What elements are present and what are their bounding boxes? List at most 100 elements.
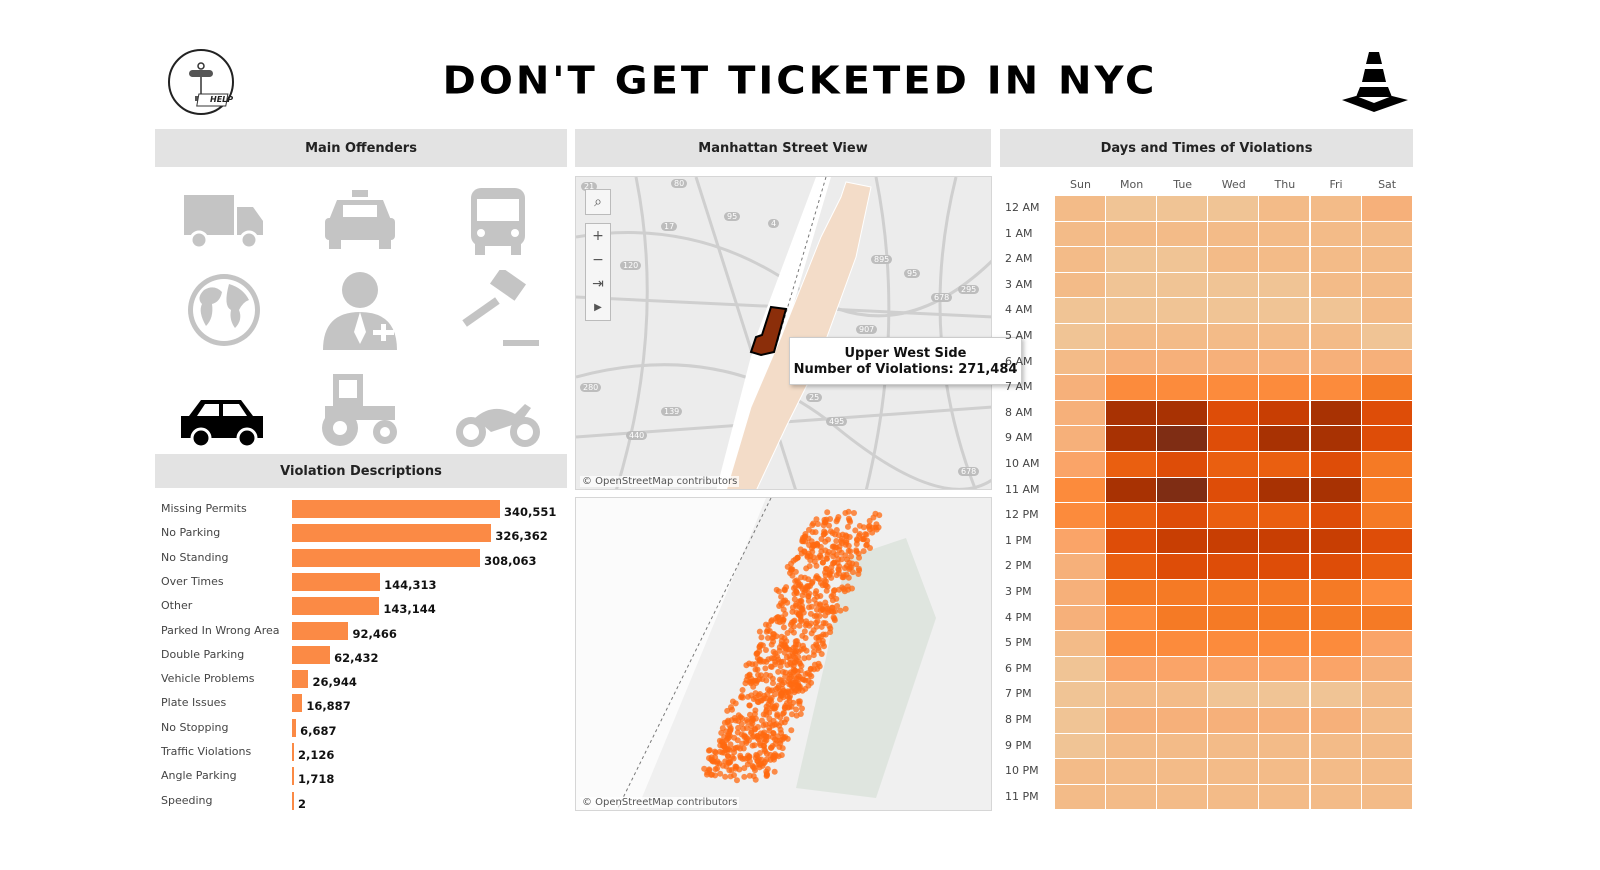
violation-point[interactable] — [768, 687, 775, 694]
violation-point[interactable] — [737, 752, 744, 759]
violation-point[interactable] — [701, 765, 708, 772]
violation-point[interactable] — [790, 666, 797, 673]
heatmap-cell[interactable] — [1259, 554, 1311, 580]
heatmap-cell[interactable] — [1259, 477, 1311, 504]
violation-point[interactable] — [815, 576, 822, 583]
heatmap-cell[interactable] — [1157, 375, 1209, 401]
heatmap-cell[interactable] — [1310, 682, 1362, 708]
pin-map-button[interactable]: ⇥ — [592, 276, 604, 292]
violation-point[interactable] — [778, 633, 785, 640]
violation-point[interactable] — [823, 516, 830, 523]
heatmap-cell[interactable] — [1106, 682, 1158, 708]
violation-point[interactable] — [851, 510, 858, 517]
heatmap-cell[interactable] — [1259, 759, 1311, 785]
violation-point[interactable] — [797, 711, 804, 718]
heatmap-cell[interactable] — [1106, 400, 1158, 427]
heatmap-cell[interactable] — [1106, 221, 1158, 248]
violation-point[interactable] — [813, 642, 820, 649]
heatmap-cell[interactable] — [1157, 605, 1209, 632]
violation-point[interactable] — [791, 590, 798, 597]
violation-point[interactable] — [802, 634, 809, 641]
car-icon[interactable] — [179, 380, 269, 460]
violation-point[interactable] — [739, 715, 746, 722]
violation-point[interactable] — [796, 622, 803, 629]
violation-point[interactable] — [822, 599, 829, 606]
violation-point[interactable] — [778, 638, 785, 645]
violation-point[interactable] — [811, 613, 818, 620]
heatmap-cell[interactable] — [1157, 759, 1209, 785]
violation-point[interactable] — [811, 648, 818, 655]
violation-point[interactable] — [768, 618, 775, 625]
violation-point[interactable] — [821, 530, 828, 537]
violation-point[interactable] — [769, 680, 776, 687]
heatmap-cell[interactable] — [1259, 503, 1311, 529]
heatmap-cell[interactable] — [1361, 324, 1413, 350]
violation-point[interactable] — [752, 661, 759, 668]
heatmap-cell[interactable] — [1310, 375, 1362, 401]
heatmap-cell[interactable] — [1106, 375, 1158, 401]
heatmap-cell[interactable] — [1208, 375, 1260, 401]
violation-point[interactable] — [867, 545, 874, 552]
violation-point[interactable] — [824, 551, 831, 558]
violation-point[interactable] — [863, 531, 870, 538]
heatmap-cell[interactable] — [1361, 400, 1413, 427]
heatmap-cell[interactable] — [1055, 656, 1107, 683]
violation-point[interactable] — [773, 633, 780, 640]
violation-point[interactable] — [754, 655, 761, 662]
violation-point[interactable] — [848, 553, 855, 560]
violation-point[interactable] — [781, 644, 788, 651]
violation-point[interactable] — [780, 658, 787, 665]
violation-point[interactable] — [748, 718, 755, 725]
violation-point[interactable] — [839, 574, 846, 581]
violation-point[interactable] — [786, 694, 793, 701]
violation-point[interactable] — [829, 530, 836, 537]
violation-point[interactable] — [748, 728, 755, 735]
motorcycle-icon[interactable] — [453, 380, 543, 460]
violation-point[interactable] — [741, 734, 748, 741]
violation-point[interactable] — [819, 582, 826, 589]
heatmap-cell[interactable] — [1259, 400, 1311, 427]
heatmap-cell[interactable] — [1055, 784, 1107, 811]
heatmap-cell[interactable] — [1055, 477, 1107, 504]
heatmap-cell[interactable] — [1106, 580, 1158, 606]
heatmap-cell[interactable] — [1208, 580, 1260, 606]
violation-point[interactable] — [811, 596, 818, 603]
violation-point[interactable] — [763, 703, 770, 710]
violation-point[interactable] — [781, 587, 788, 594]
heatmap-cell[interactable] — [1259, 733, 1311, 760]
heatmap-cell[interactable] — [1055, 452, 1107, 478]
violation-point[interactable] — [743, 676, 750, 683]
heatmap-cell[interactable] — [1157, 247, 1209, 273]
heatmap-cell[interactable] — [1157, 631, 1209, 657]
heatmap-cell[interactable] — [1310, 247, 1362, 273]
violation-point[interactable] — [751, 742, 758, 749]
violation-point[interactable] — [835, 567, 842, 574]
violation-point[interactable] — [826, 569, 833, 576]
violation-point[interactable] — [767, 696, 774, 703]
violation-point[interactable] — [770, 730, 777, 737]
violation-point[interactable] — [805, 576, 812, 583]
violation-point[interactable] — [778, 602, 785, 609]
violation-point[interactable] — [804, 670, 811, 677]
violation-point[interactable] — [806, 604, 813, 611]
heatmap-cell[interactable] — [1055, 221, 1107, 248]
violation-point[interactable] — [824, 583, 831, 590]
violation-point[interactable] — [812, 529, 819, 536]
help-button[interactable]: HELP — [167, 48, 237, 116]
violation-point[interactable] — [761, 742, 768, 749]
gavel-icon[interactable] — [453, 270, 543, 350]
heatmap-cell[interactable] — [1361, 682, 1413, 708]
heatmap-cell[interactable] — [1361, 759, 1413, 785]
heatmap-cell[interactable] — [1157, 196, 1209, 222]
violation-point[interactable] — [763, 770, 770, 777]
violation-point[interactable] — [842, 510, 849, 517]
violation-point[interactable] — [727, 759, 734, 766]
violation-point[interactable] — [792, 643, 799, 650]
violation-point[interactable] — [706, 767, 713, 774]
heatmap-cell[interactable] — [1055, 400, 1107, 427]
violation-point[interactable] — [783, 638, 790, 645]
violation-point[interactable] — [764, 634, 771, 641]
heatmap-cell[interactable] — [1310, 324, 1362, 350]
heatmap-cell[interactable] — [1055, 631, 1107, 657]
heatmap-cell[interactable] — [1106, 528, 1158, 555]
